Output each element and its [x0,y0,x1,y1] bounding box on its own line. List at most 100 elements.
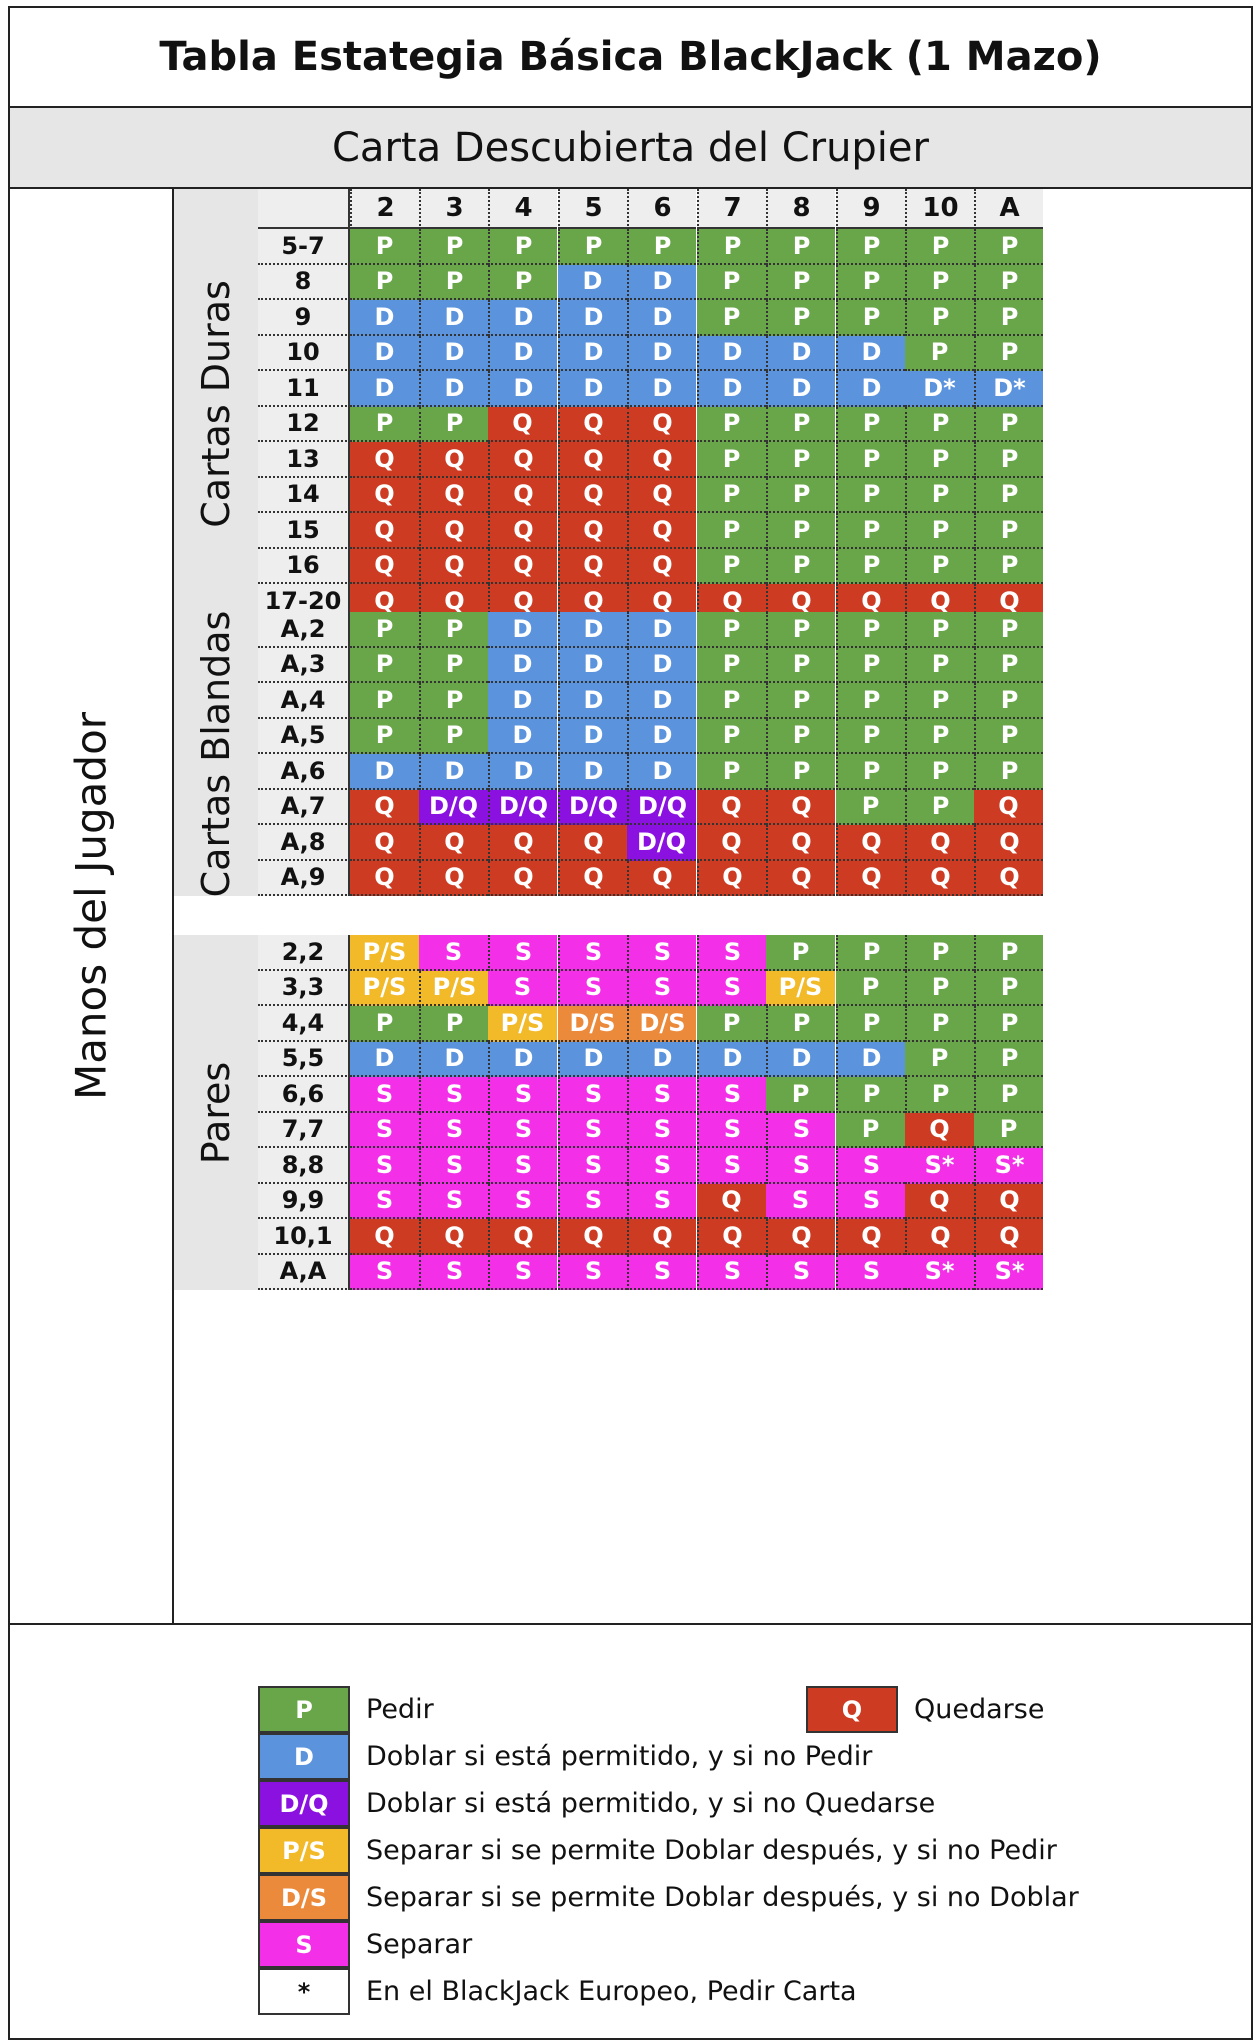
action-cell: P [697,683,766,719]
action-cell: Q [419,477,488,513]
action-cell: P [974,548,1043,584]
action-cell: D [558,647,627,683]
hand-label: A,7 [258,789,350,825]
action-cell: P [350,406,419,442]
action-cell: P [905,1006,974,1042]
action-cell: P [905,477,974,513]
action-cell: S [488,1148,557,1184]
action-cell: P [836,300,905,336]
action-cell: S [558,1112,627,1148]
action-cell: D [766,335,835,371]
action-cell: D [488,647,557,683]
action-cell: S [350,1112,419,1148]
section-separator [174,896,1251,910]
action-cell: D [488,1041,557,1077]
action-cell: D [558,300,627,336]
action-cell: D [836,371,905,407]
action-cell: S [627,1148,696,1184]
action-cell: P [974,683,1043,719]
action-cell: S [836,1254,905,1290]
action-cell: Q [350,548,419,584]
action-cell: S [488,1183,557,1219]
hand-label: 4,4 [258,1006,350,1042]
action-cell: P/S [419,970,488,1006]
action-cell: Q [697,825,766,861]
action-cell: Q [905,825,974,861]
action-cell: D [419,754,488,790]
action-cell: Q [627,406,696,442]
action-cell: P [350,229,419,265]
action-cell: P [766,647,835,683]
action-cell: P [766,683,835,719]
hand-label: 5-7 [258,229,350,265]
dealer-card-col-4: 4 [488,189,557,229]
legend-text-4: Separar si se permite Doblar después, y … [366,1835,1057,1866]
action-cell: Q [488,406,557,442]
action-cell: P [558,229,627,265]
legend-text-7: En el BlackJack Europeo, Pedir Carta [366,1976,857,2007]
action-cell: D [488,335,557,371]
action-cell: P [350,1006,419,1042]
action-cell: P/S [350,935,419,971]
action-cell: S [419,1148,488,1184]
action-cell: Q [419,860,488,896]
action-cell: S [350,1148,419,1184]
action-cell: S [697,1112,766,1148]
action-cell: S [419,1112,488,1148]
action-cell: P [836,548,905,584]
action-cell: P [766,229,835,265]
hand-label: 13 [258,442,350,478]
action-cell: P [905,406,974,442]
action-cell: Q [350,860,419,896]
legend-divider [10,1623,1251,1625]
action-cell: P [697,300,766,336]
action-cell: P [836,683,905,719]
hand-label: 14 [258,477,350,513]
strategy-chart: Tabla Estategia Básica BlackJack (1 Mazo… [8,6,1253,2040]
action-cell: S [627,1077,696,1113]
action-cell: Q [974,789,1043,825]
action-cell: D [350,1041,419,1077]
action-cell: S* [974,1148,1043,1184]
action-cell: D [697,371,766,407]
action-cell: P [974,935,1043,971]
section-label-text: Cartas Blandas [194,610,238,898]
action-cell: D [766,371,835,407]
action-cell: P [905,612,974,648]
section-label-2: Cartas Blandas [174,610,258,898]
action-cell: S [766,1148,835,1184]
action-cell: P [974,754,1043,790]
action-cell: Q [419,513,488,549]
action-cell: P [697,612,766,648]
action-cell: D [419,300,488,336]
action-cell: Q [627,548,696,584]
action-cell: P [836,406,905,442]
legend-swatch-7: * [258,1968,350,2015]
action-cell: Q [488,825,557,861]
action-cell: P [905,1077,974,1113]
action-cell: Q [488,477,557,513]
action-cell: S [350,1254,419,1290]
action-cell: P [905,264,974,300]
hand-label: 8,8 [258,1148,350,1184]
action-cell: S [697,1077,766,1113]
action-cell: P [974,406,1043,442]
action-cell: P [419,406,488,442]
action-cell: S [558,1077,627,1113]
action-cell: Q [974,825,1043,861]
action-cell: Q [836,825,905,861]
action-cell: Q [558,513,627,549]
hand-label: 9,9 [258,1183,350,1219]
legend-text-6: Separar [366,1929,473,1960]
action-cell: P [974,442,1043,478]
action-cell: S [697,1254,766,1290]
action-cell: D [558,371,627,407]
action-cell: Q [488,513,557,549]
action-cell: D/S [558,1006,627,1042]
action-cell: Q [627,513,696,549]
action-cell: D/Q [627,789,696,825]
legend-text-1: Pedir [366,1694,434,1725]
section-label-1: Cartas Duras [174,189,258,620]
action-cell: D/Q [627,825,696,861]
action-cell: P [905,442,974,478]
